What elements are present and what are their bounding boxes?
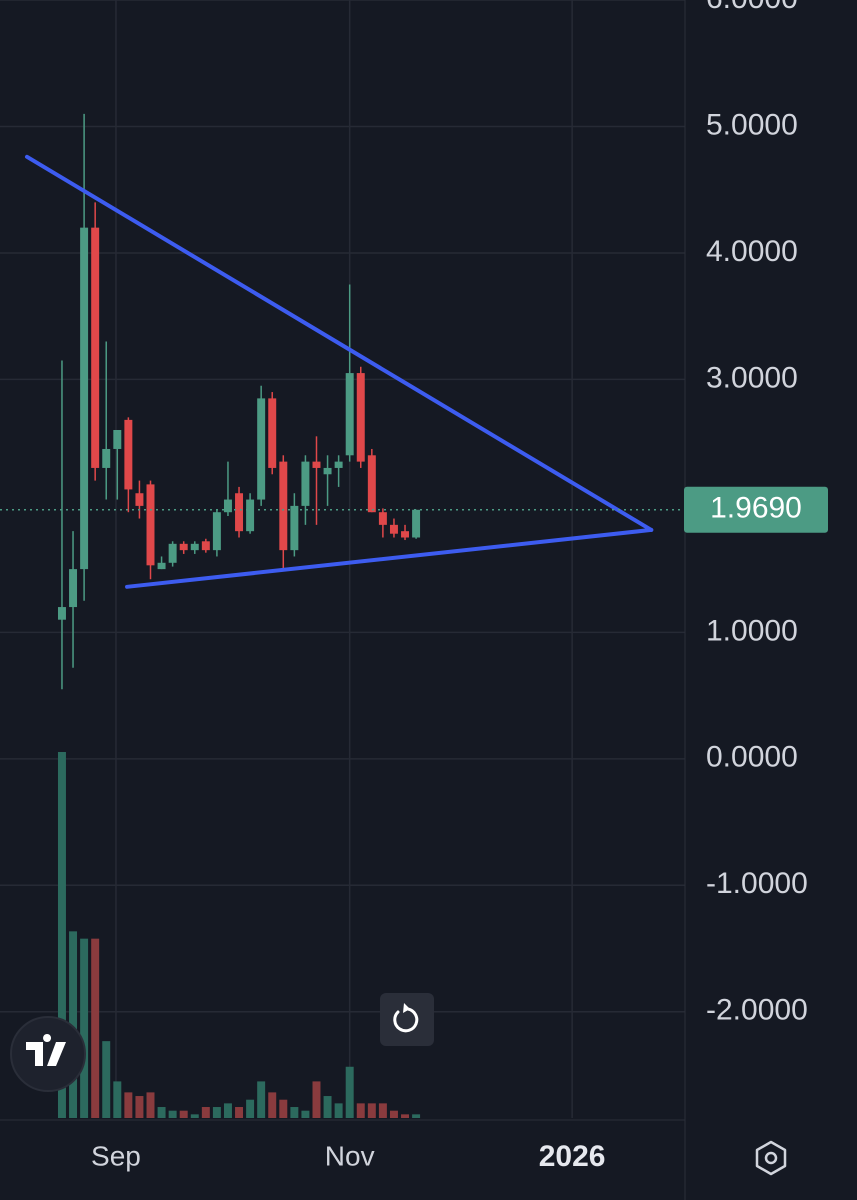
settings-icon-center xyxy=(764,1151,778,1165)
volume-bar xyxy=(279,1099,288,1118)
y-tick-label: 1.0000 xyxy=(706,614,798,647)
volume-bar xyxy=(69,931,78,1118)
candle-body xyxy=(57,607,66,620)
volume-bar xyxy=(290,1107,299,1118)
volume-bar xyxy=(389,1110,398,1118)
volume-bar xyxy=(323,1096,332,1118)
candle-body xyxy=(367,455,376,513)
candle-body xyxy=(268,398,277,468)
y-tick-label: -1.0000 xyxy=(706,867,808,900)
reset-icon-arrow xyxy=(403,1003,410,1013)
volume-bar xyxy=(57,752,66,1118)
candle-body xyxy=(223,499,232,513)
y-tick-label: 3.0000 xyxy=(706,361,798,394)
candle-body xyxy=(135,493,144,506)
volume-bar xyxy=(179,1110,188,1118)
reset-button[interactable] xyxy=(380,993,434,1046)
volume-bar xyxy=(378,1103,387,1118)
candle-body xyxy=(124,419,133,490)
candle-body xyxy=(212,512,221,551)
candle-body xyxy=(157,562,166,570)
volume-bar xyxy=(367,1103,376,1118)
volume-bar xyxy=(345,1066,354,1118)
candle-body xyxy=(179,543,188,551)
grid xyxy=(0,0,685,1118)
candle-body xyxy=(201,541,210,551)
axes: 6.0000 5.0000 4.0000 3.0000 1.0000 0.0000 -1.0… xyxy=(91,0,828,1173)
candles xyxy=(57,113,421,690)
y-tick-label: 5.0000 xyxy=(706,108,798,141)
overlay xyxy=(0,154,685,589)
last-price-label: 1.9690 xyxy=(710,492,802,525)
x-tick-label: Sep xyxy=(91,1140,141,1171)
volume-bar xyxy=(124,1092,133,1118)
x-tick-label: Nov xyxy=(325,1140,375,1171)
candle-body xyxy=(257,398,266,500)
volume-bar xyxy=(168,1110,177,1118)
candle-body xyxy=(91,227,100,468)
volume-bar xyxy=(257,1081,266,1118)
candle-body xyxy=(113,430,122,449)
volume-pane xyxy=(57,752,421,1118)
tradingview-logo[interactable] xyxy=(10,1016,86,1092)
x-tick-label: 2026 xyxy=(539,1140,606,1173)
volume-bar xyxy=(91,938,100,1118)
candle-body xyxy=(412,509,421,538)
volume-bar xyxy=(246,1099,255,1118)
volume-bar xyxy=(334,1103,343,1118)
volume-bar xyxy=(412,1114,421,1118)
volume-bar xyxy=(312,1081,321,1118)
volume-bar xyxy=(235,1107,244,1118)
reset-icon xyxy=(393,1007,419,1033)
volume-bar xyxy=(212,1107,221,1118)
volume-bar xyxy=(268,1092,277,1118)
candle-body xyxy=(69,569,78,608)
candle-body xyxy=(401,531,410,538)
candle-body xyxy=(345,373,354,456)
candle-body xyxy=(323,467,332,475)
volume-bar xyxy=(190,1114,199,1118)
settings-button[interactable] xyxy=(755,1140,787,1176)
candle-body xyxy=(80,227,89,570)
candle-body xyxy=(168,543,177,563)
candle-body xyxy=(356,373,365,462)
trendline xyxy=(125,527,654,589)
candle-body xyxy=(235,493,244,532)
y-tick-label: -2.0000 xyxy=(706,994,808,1027)
candle-body xyxy=(334,461,343,468)
y-tick-label: 6.0000 xyxy=(706,0,798,15)
y-tick-label: 0.0000 xyxy=(706,741,798,774)
volume-bar xyxy=(401,1114,410,1118)
volume-bar xyxy=(223,1103,232,1118)
volume-bar xyxy=(113,1081,122,1118)
y-tick-label: 4.0000 xyxy=(706,235,798,268)
candle-body xyxy=(389,524,398,534)
volume-bar xyxy=(301,1110,310,1118)
settings-icon[interactable] xyxy=(755,1140,787,1176)
candle-body xyxy=(102,448,111,468)
candle-body xyxy=(279,461,288,551)
candle-body xyxy=(290,505,299,551)
trendline xyxy=(25,154,654,532)
volume-bar xyxy=(157,1107,166,1118)
volume-bar xyxy=(201,1107,210,1118)
volume-bar xyxy=(102,1041,111,1118)
candle-body xyxy=(378,512,387,525)
volume-bar xyxy=(146,1092,155,1118)
candle-body xyxy=(301,461,310,506)
candle-body xyxy=(246,499,255,532)
volume-bar xyxy=(80,938,89,1118)
reset-button-bg[interactable] xyxy=(380,993,434,1046)
volume-bar xyxy=(356,1103,365,1118)
candle-body xyxy=(146,484,155,566)
logo-mark xyxy=(26,1034,66,1066)
candle-body xyxy=(312,461,321,468)
volume-bar xyxy=(135,1096,144,1118)
logo-badge[interactable] xyxy=(10,1016,86,1092)
last-price-box xyxy=(684,486,828,533)
candle-body xyxy=(190,543,199,551)
